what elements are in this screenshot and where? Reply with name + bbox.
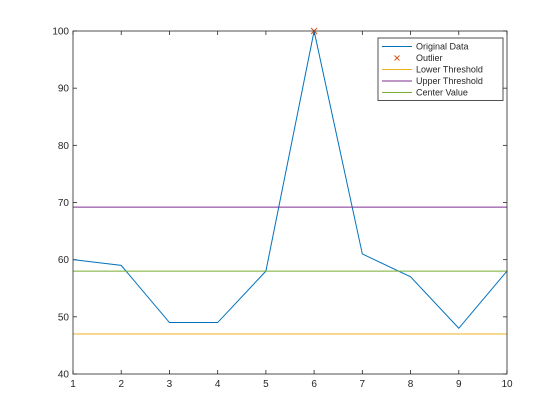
- x-tick-label: 10: [501, 379, 513, 390]
- x-tick-label: 5: [263, 379, 269, 390]
- x-tick-label: 6: [311, 379, 317, 390]
- legend-label-outlier: Outlier: [416, 53, 443, 63]
- legend-swatch-outlier: [394, 55, 400, 61]
- x-tick-label: 4: [215, 379, 221, 390]
- y-tick-label: 60: [58, 255, 70, 266]
- x-tick-label: 1: [70, 379, 76, 390]
- y-tick-label: 50: [58, 312, 70, 323]
- legend-label-center-value: Center Value: [416, 88, 468, 98]
- legend-label-original-data: Original Data: [416, 42, 469, 52]
- x-tick-label: 7: [360, 379, 366, 390]
- legend-label-upper-threshold: Upper Threshold: [416, 76, 483, 86]
- x-tick-label: 2: [118, 379, 124, 390]
- y-tick-label: 90: [58, 84, 70, 95]
- axes-box: [72, 30, 508, 375]
- tick-labels: 1 2 3 4 5 6 7 8 9 10 40 50 60 70 80 90 100: [52, 27, 513, 391]
- y-tick-label: 70: [58, 198, 70, 209]
- x-tick-label: 8: [408, 379, 414, 390]
- y-tick-label: 40: [58, 370, 70, 381]
- y-tick-label: 80: [58, 141, 70, 152]
- series-line-original-data: [72, 30, 508, 330]
- x-tick-label: 3: [167, 379, 173, 390]
- series-layer: [72, 27, 508, 335]
- y-tick-label: 100: [52, 27, 69, 38]
- x-tick-label: 9: [456, 379, 462, 390]
- legend-label-lower-threshold: Lower Threshold: [416, 65, 483, 75]
